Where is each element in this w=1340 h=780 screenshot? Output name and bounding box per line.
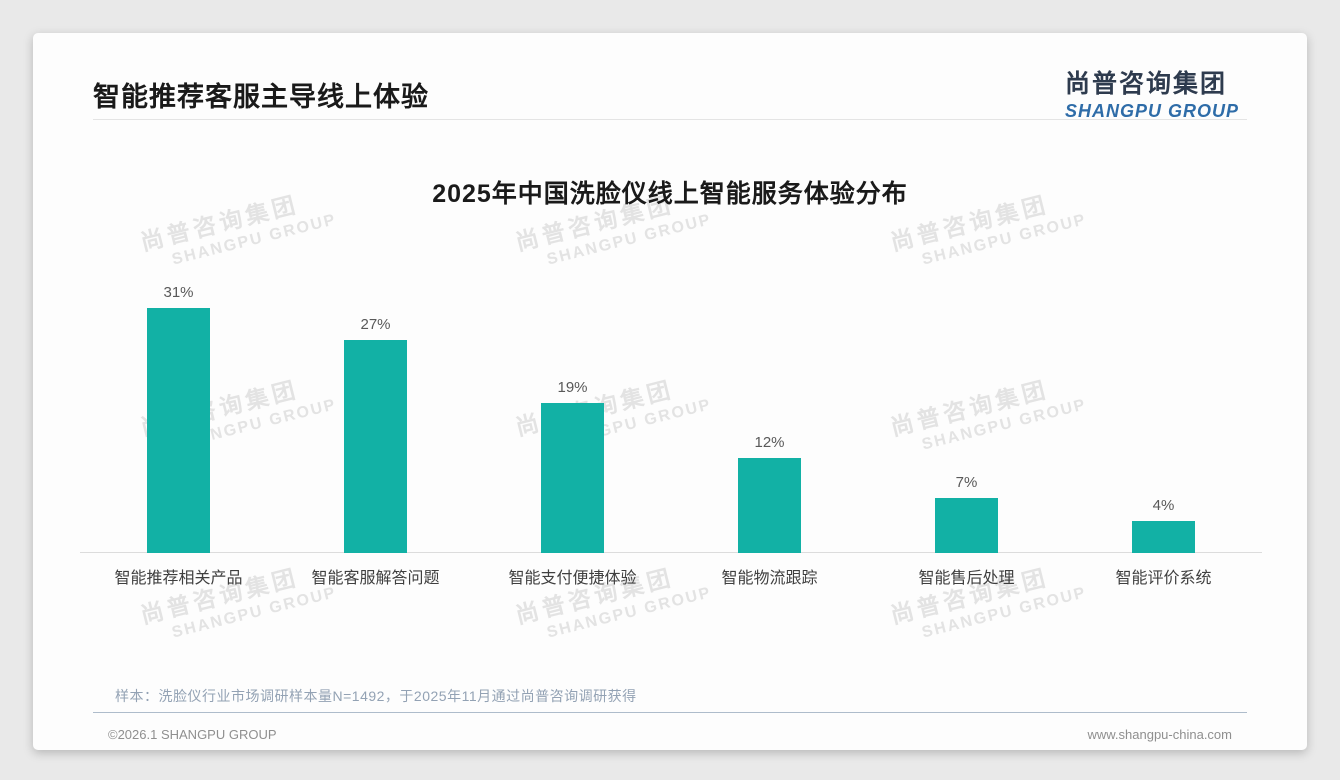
category-label: 智能售后处理 [918, 570, 1015, 587]
bar [935, 498, 998, 553]
website-text: www.shangpu-china.com [1087, 726, 1232, 742]
bar [541, 403, 604, 553]
bar-group: 31% 智能推荐相关产品 [80, 33, 277, 587]
chart-title: 2025年中国洗脸仪线上智能服务体验分布 [432, 180, 908, 208]
bar-group: 27% 智能客服解答问题 [277, 33, 474, 587]
bar [147, 308, 210, 553]
header-divider [93, 119, 1247, 120]
sample-note: 样本：洗脸仪行业市场调研样本量N=1492，于2025年11月通过尚普咨询调研获… [115, 688, 637, 704]
watermark-text-en: SHANGPU GROUP [545, 584, 714, 642]
bar [738, 458, 801, 553]
x-axis-line [80, 552, 1262, 553]
bar-chart: 31% 智能推荐相关产品 27% 智能客服解答问题 19% 智能支付便捷体验 12% 智能物流… [80, 33, 1262, 587]
bar-value-label: 19% [557, 379, 588, 396]
bar-group: 4% 智能评价系统 [1065, 33, 1262, 587]
category-label: 智能客服解答问题 [311, 570, 440, 587]
category-label: 智能推荐相关产品 [114, 570, 243, 587]
bar [344, 340, 407, 553]
bar-group: 12% 智能物流跟踪 [671, 33, 868, 587]
bar-value-label: 27% [360, 316, 391, 333]
slide-footer: ©2026.1 SHANGPU GROUP www.shangpu-china.… [93, 718, 1247, 750]
bar-group: 7% 智能售后处理 [868, 33, 1065, 587]
bar-value-label: 12% [754, 434, 785, 451]
category-label: 智能评价系统 [1115, 570, 1212, 587]
category-label: 智能物流跟踪 [721, 570, 818, 587]
watermark-text-cn: 尚普咨询集团 [137, 564, 302, 629]
copyright-text: ©2026.1 SHANGPU GROUP [108, 726, 277, 742]
watermark-text-en: SHANGPU GROUP [170, 584, 339, 642]
slide-card: 尚普咨询集团 SHANGPU GROUP 尚普咨询集团 SHANGPU GROUP 尚普… [33, 33, 1307, 750]
category-label: 智能支付便捷体验 [508, 570, 637, 587]
bar [1132, 521, 1195, 553]
logo-text-cn: 尚普咨询集团 [1064, 70, 1227, 98]
bar-value-label: 4% [1152, 497, 1175, 514]
watermark-text-en: SHANGPU GROUP [920, 584, 1089, 642]
footer-divider [93, 712, 1247, 713]
bar-value-label: 31% [163, 284, 194, 301]
shangpu-logo: 尚普咨询集团 SHANGPU GROUP [1065, 64, 1239, 122]
page-title: 智能推荐客服主导线上体验 [93, 82, 429, 112]
watermark-text-cn: 尚普咨询集团 [512, 564, 677, 629]
bar-group: 19% 智能支付便捷体验 [474, 33, 671, 587]
logo-text-en: SHANGPU GROUP [1064, 101, 1239, 121]
watermark-text-cn: 尚普咨询集团 [887, 564, 1052, 629]
bar-value-label: 7% [955, 474, 978, 491]
